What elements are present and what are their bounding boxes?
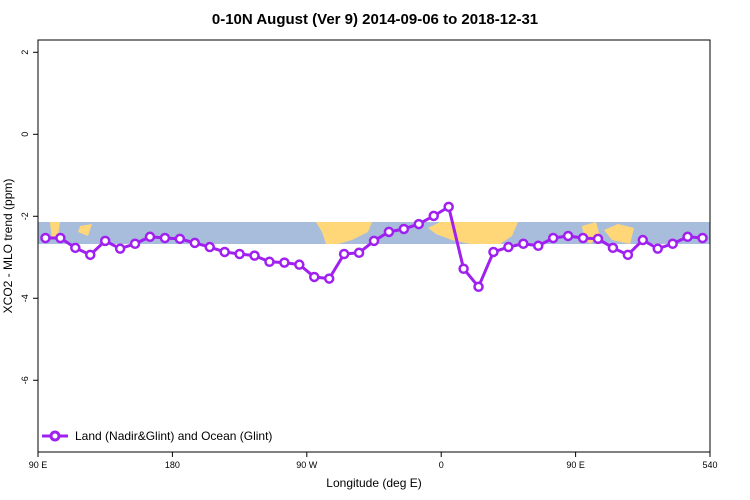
point [159,232,171,244]
legend-label: Land (Nadir&Glint) and Ocean (Glint) [75,429,272,443]
point [55,232,66,244]
point [562,230,574,242]
series-line [45,205,703,289]
map-strip [38,222,710,244]
point [682,231,693,243]
point [652,243,663,254]
y-tick-label: -6 [20,376,30,384]
point [70,242,81,254]
point [607,242,619,254]
point [503,241,514,253]
point [368,235,380,247]
point [667,238,678,249]
point [518,238,529,249]
point [40,232,51,244]
point [488,246,499,258]
point [473,281,484,293]
point [204,241,215,253]
point [338,248,350,260]
point [398,223,410,235]
y-tick-label: -4 [20,294,30,302]
point [189,237,201,249]
chart-title: 0-10N August (Ver 9) 2014-09-06 to 2018-… [212,11,538,28]
point [264,256,275,268]
point [279,257,290,268]
point [592,233,604,245]
point [114,243,126,254]
point [383,226,395,238]
point [249,250,260,261]
x-axis-label: Longitude (deg E) [326,476,421,490]
point [577,232,589,244]
x-tick-label: 90 W [296,460,318,470]
x-tick-label: 90 E [566,460,585,470]
y-tick-label: 2 [20,50,30,55]
x-tick-label: 180 [165,460,180,470]
x-tick-label: 0 [439,460,444,470]
point [353,247,365,259]
point [234,248,245,260]
point [309,271,320,283]
point [99,235,111,247]
point [697,232,708,244]
point [458,263,469,275]
point [174,233,186,245]
point [323,273,335,284]
y-tick-label: 0 [20,132,30,137]
point [413,218,425,230]
point [219,246,230,258]
point [622,249,634,261]
x-tick-label: 90 E [29,460,48,470]
y-axis-label: XCO2 - MLO trend (ppm) [1,179,15,314]
point [443,201,454,213]
point [85,249,96,261]
point [129,238,141,249]
plot-frame [37,39,711,453]
y-tick-label: -2 [20,212,30,220]
point [637,234,649,246]
point [547,232,559,244]
point [428,210,439,222]
point [533,240,544,252]
point [294,259,305,270]
legend: Land (Nadir&Glint) and Ocean (Glint) [42,429,272,443]
x-tick-label: 540 [702,460,717,470]
point [144,231,156,243]
legend-marker [49,430,61,442]
